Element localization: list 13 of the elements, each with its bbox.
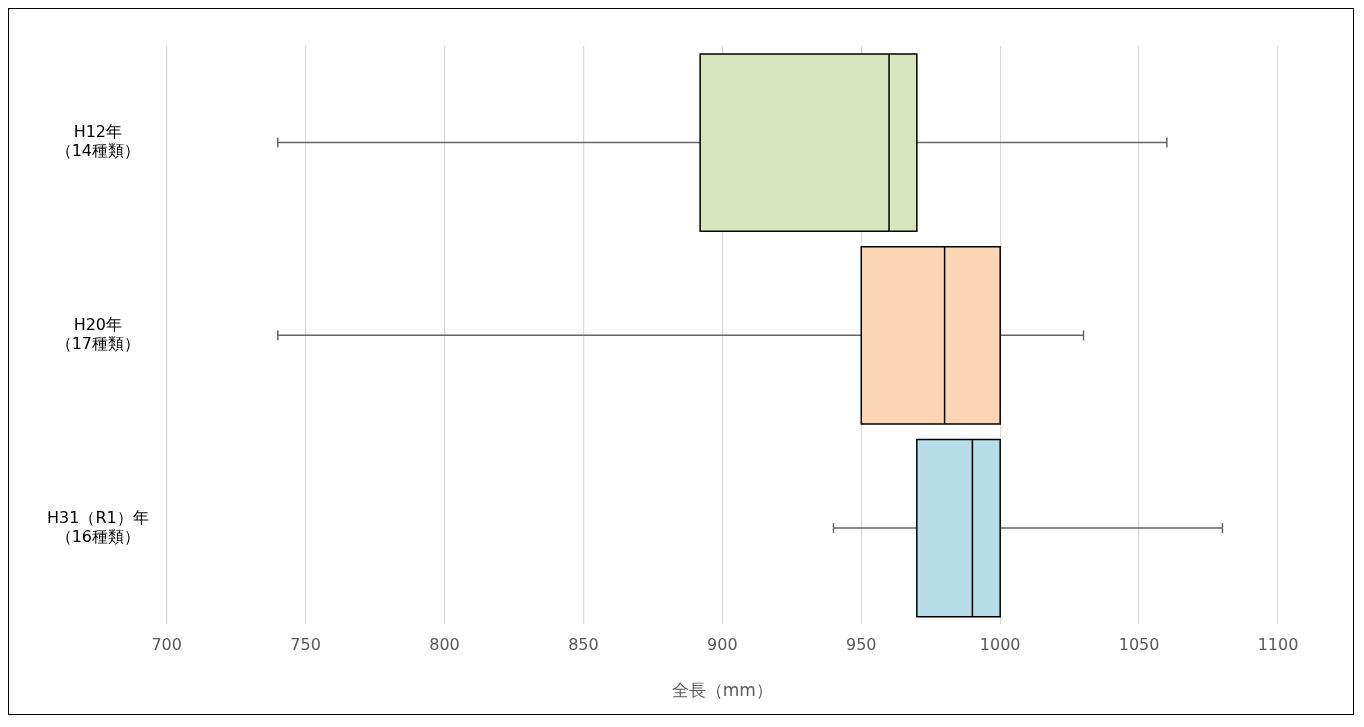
y-tick-label: H20年（17種類） [55,314,141,354]
x-tick-label: 750 [290,635,321,655]
x-tick-label: 700 [151,635,182,655]
x-tick-label: 1100 [1257,635,1299,655]
x-tick-label: 900 [707,635,738,655]
y-tick-label: H31（R1）年（16種類） [47,507,149,546]
x-axis-title: 全長（mm） [671,680,773,701]
y-tick-label: H12年（14種類） [55,122,141,161]
x-tick-label: 1050 [1118,635,1160,655]
x-tick-label: 850 [568,635,599,655]
x-tick-label: 950 [845,635,877,655]
x-tick-label: 800 [429,635,460,655]
x-tick-label: 1000 [979,635,1021,655]
